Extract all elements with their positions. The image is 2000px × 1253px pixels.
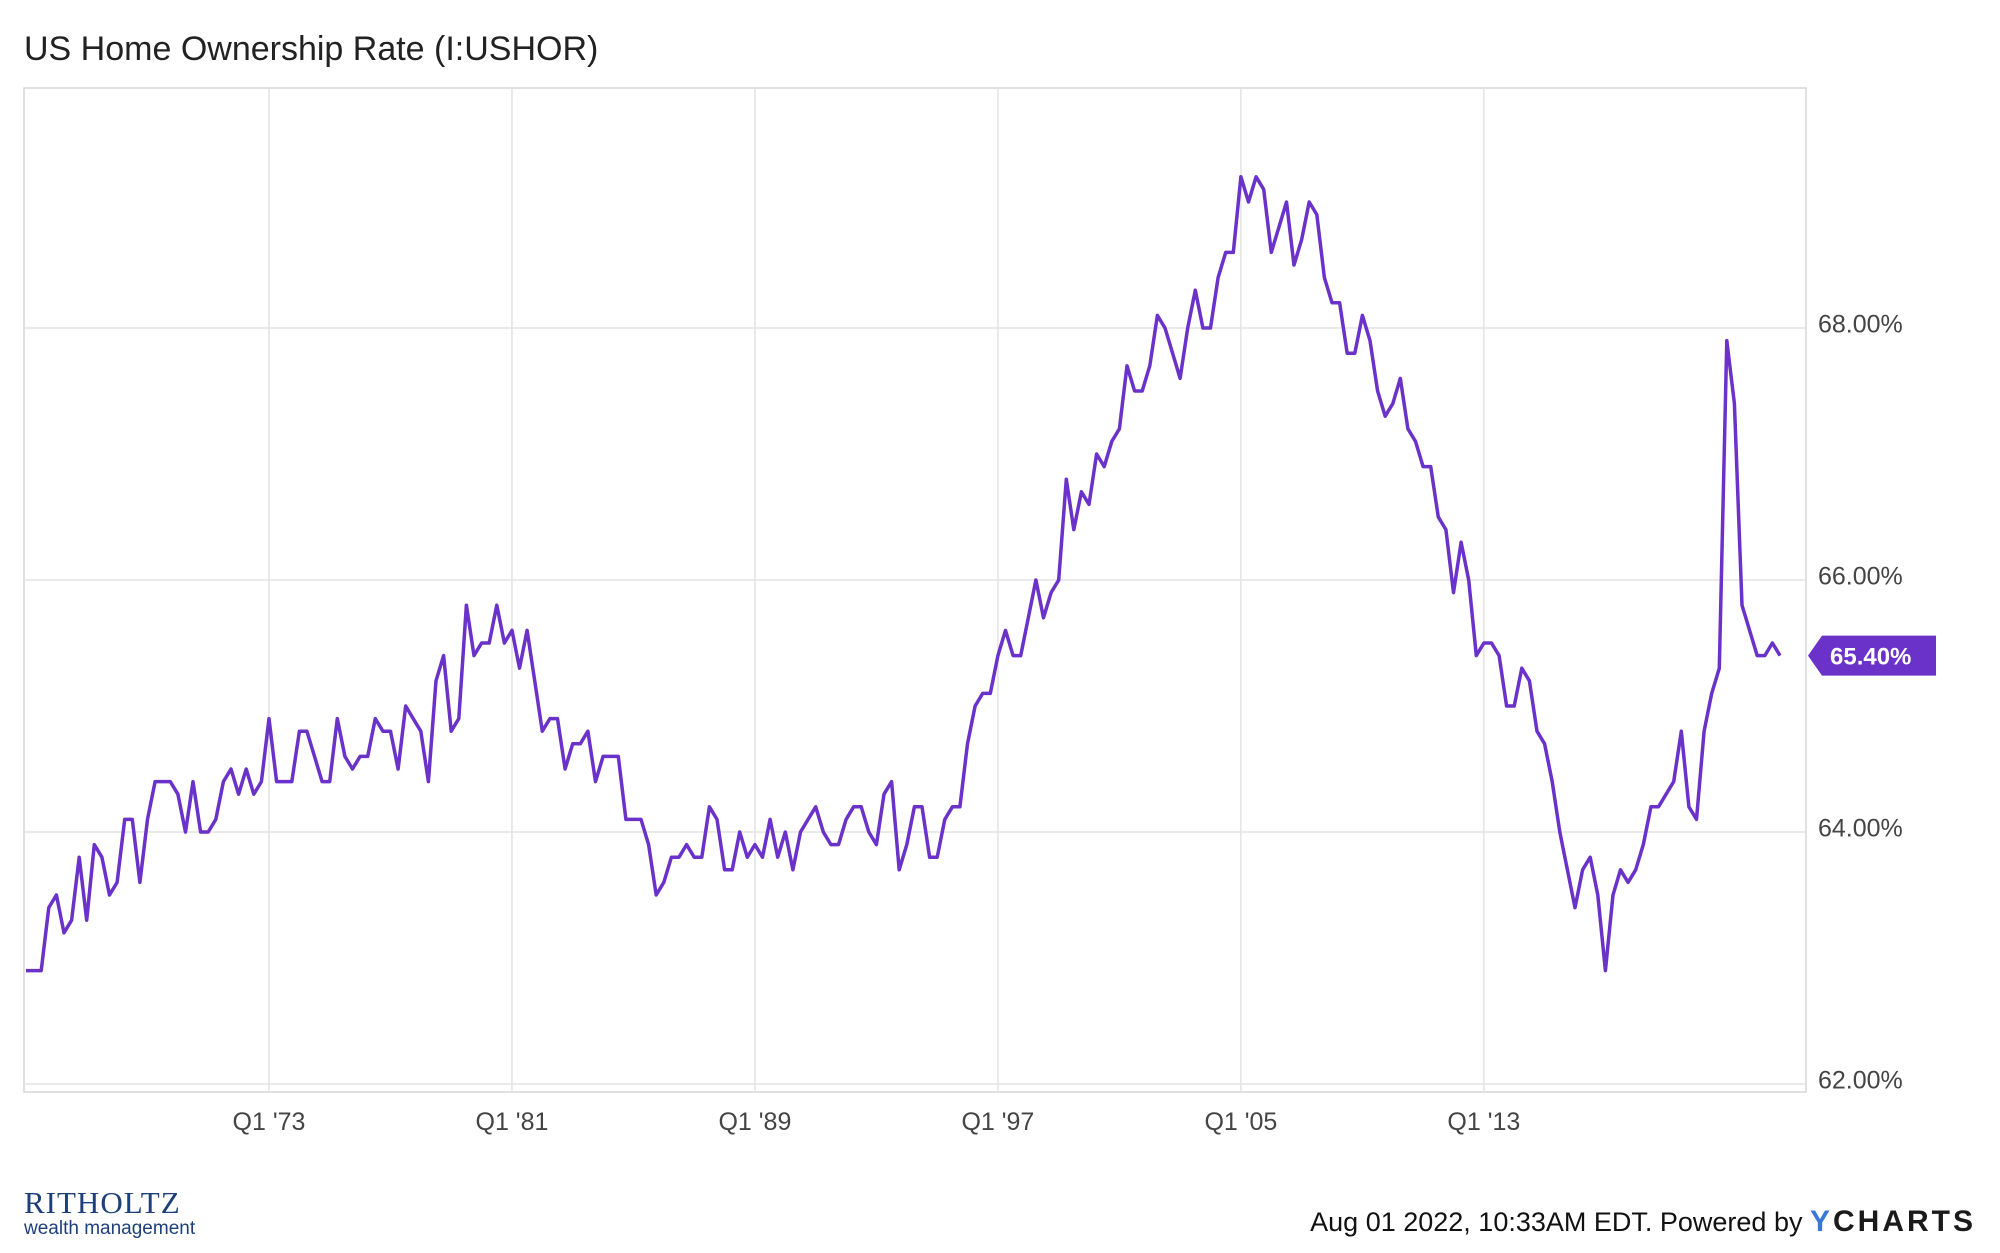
chart-title: US Home Ownership Rate (I:USHOR) [24, 30, 599, 68]
x-tick-label: Q1 '81 [476, 1108, 549, 1136]
footer-credit: Aug 01 2022, 10:33AM EDT. Powered by YCH… [1310, 1205, 1976, 1239]
plot-area [23, 87, 1807, 1093]
x-tick-label: Q1 '97 [961, 1108, 1034, 1136]
x-tick-label: Q1 '13 [1447, 1108, 1520, 1136]
ycharts-logo-y: Y [1809, 1205, 1833, 1238]
x-tick-label: Q1 '05 [1204, 1108, 1277, 1136]
ycharts-logo-rest: CHARTS [1833, 1205, 1976, 1238]
series-line [26, 175, 1782, 973]
x-tick-label: Q1 '73 [233, 1108, 306, 1136]
logo-tagline: wealth management [24, 1218, 196, 1239]
logo-name: RITHOLTZ [24, 1185, 181, 1220]
footer-timestamp: Aug 01 2022, 10:33AM EDT. Powered by [1310, 1207, 1803, 1237]
ycharts-logo: YCHARTS [1810, 1205, 1976, 1238]
ritholtz-logo: RITHOLTZ wealth management [24, 1185, 195, 1240]
y-tick-label: 64.00% [1818, 815, 1903, 843]
last-value-label: 65.40% [1830, 644, 1911, 671]
x-tick-label: Q1 '89 [718, 1108, 791, 1136]
y-tick-label: 66.00% [1818, 563, 1903, 591]
last-value-badge: 65.40% [1808, 635, 1936, 676]
y-tick-label: 62.00% [1818, 1067, 1903, 1095]
y-tick-label: 68.00% [1818, 311, 1903, 339]
